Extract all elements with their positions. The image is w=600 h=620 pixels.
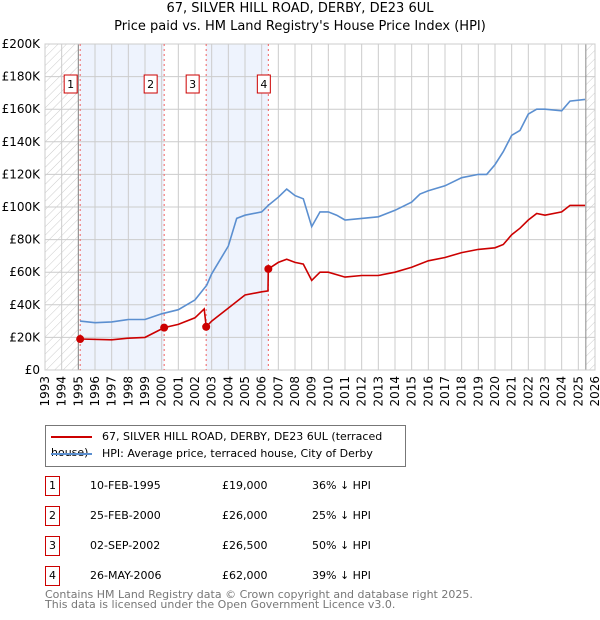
y-tick-label: £180K (2, 70, 42, 84)
sale-hpi-diff: 25% ↓ HPI (312, 509, 371, 522)
sale-price: £26,000 (222, 509, 268, 522)
x-tick-label: 2000 (155, 376, 169, 407)
sale-hpi-diff: 36% ↓ HPI (312, 479, 371, 492)
sale-point (76, 335, 85, 344)
x-tick-label: 2023 (538, 376, 552, 407)
sale-date: 10-FEB-1995 (90, 479, 161, 492)
x-tick-label: 2003 (205, 376, 219, 407)
hpi-line (79, 98, 586, 324)
sale-label: 4 (260, 78, 267, 91)
blue-line-swatch (51, 453, 92, 455)
legend-item-property: 67, SILVER HILL ROAD, DERBY, DE23 6UL (t… (51, 429, 405, 459)
sale-date: 02-SEP-2002 (90, 539, 161, 552)
sale-row: 2 25-FEB-2000 £26,000 25% ↓ HPI (45, 506, 465, 526)
x-tick-label: 2010 (321, 376, 335, 407)
legend: 67, SILVER HILL ROAD, DERBY, DE23 6UL (t… (45, 425, 406, 467)
x-tick-label: 2025 (571, 376, 585, 407)
title-line: 67, SILVER HILL ROAD, DERBY, DE23 6UL (166, 1, 434, 16)
x-tick-label: 2008 (288, 376, 302, 407)
legend-label: HPI: Average price, terraced house, City… (102, 447, 373, 460)
x-tick-label: 2019 (471, 376, 485, 407)
x-tick-label: 2014 (388, 376, 402, 407)
x-tick-label: 2026 (588, 376, 600, 407)
x-tick-label: 2022 (521, 376, 535, 407)
x-tick-label: 1996 (88, 376, 102, 407)
sale-label-box (185, 74, 200, 94)
sale-hpi-diff: 39% ↓ HPI (312, 569, 371, 582)
red-line-swatch (51, 436, 92, 438)
sale-label-box (256, 74, 271, 94)
y-tick-label: £200K (2, 37, 42, 51)
x-tick-label: 2006 (255, 376, 269, 407)
x-tick-label: 2004 (221, 376, 235, 407)
x-tick-label: 1997 (105, 376, 119, 407)
x-tick-label: 1993 (38, 376, 52, 407)
x-tick-label: 2011 (338, 376, 352, 407)
y-tick-label: £100K (2, 200, 42, 214)
sale-price: £62,000 (222, 569, 268, 582)
y-tick-label: £80K (9, 233, 41, 247)
y-tick-label: £120K (2, 167, 42, 181)
x-tick-label: 2007 (271, 376, 285, 407)
sale-number-badge: 1 (45, 476, 60, 496)
sale-date: 25-FEB-2000 (90, 509, 161, 522)
x-tick-label: 2016 (421, 376, 435, 407)
subtitle-line: Price paid vs. HM Land Registry's House … (114, 19, 486, 34)
legend-label: 67, SILVER HILL ROAD, DERBY, DE23 6UL (t… (51, 430, 383, 459)
x-tick-label: 2009 (305, 376, 319, 407)
legend-item-hpi: HPI: Average price, terraced house, City… (51, 446, 373, 462)
sale-label: 3 (189, 78, 196, 91)
x-tick-label: 1995 (71, 376, 85, 407)
y-tick-label: £40K (9, 298, 41, 312)
sale-number-badge: 2 (45, 506, 60, 526)
sale-point (264, 264, 273, 273)
y-tick-label: £160K (2, 102, 42, 116)
x-tick-label: 2020 (488, 376, 502, 407)
y-tick-label: £0 (25, 363, 40, 377)
sale-point (160, 323, 169, 332)
x-tick-label: 2005 (238, 376, 252, 407)
sale-hpi-diff: 50% ↓ HPI (312, 539, 371, 552)
sale-price: £19,000 (222, 479, 268, 492)
sale-label-box (63, 74, 78, 94)
x-tick-label: 1998 (121, 376, 135, 407)
y-tick-label: £140K (2, 135, 42, 149)
chart-title: 67, SILVER HILL ROAD, DERBY, DE23 6UL Pr… (0, 0, 600, 36)
x-tick-label: 2024 (555, 376, 569, 407)
footer-line: This data is licensed under the Open Gov… (45, 598, 396, 611)
sale-point (202, 322, 211, 331)
sale-label: 2 (147, 78, 154, 91)
sale-label-box (143, 74, 158, 94)
x-tick-label: 1994 (55, 376, 69, 407)
footer: Contains HM Land Registry data © Crown c… (45, 588, 473, 611)
x-tick-label: 2021 (505, 376, 519, 407)
property-price-line (79, 204, 585, 341)
plot-border (44, 43, 596, 371)
x-tick-label: 2017 (438, 376, 452, 407)
sale-price: £26,500 (222, 539, 268, 552)
y-tick-label: £60K (9, 265, 41, 279)
sale-row: 1 10-FEB-1995 £19,000 36% ↓ HPI (45, 476, 465, 496)
x-tick-label: 2012 (355, 376, 369, 407)
x-tick-label: 2002 (188, 376, 202, 407)
sale-label: 1 (67, 78, 74, 91)
sale-row: 3 02-SEP-2002 £26,500 50% ↓ HPI (45, 536, 465, 556)
price-chart: £0 £20K £40K £60K £80K £100K £120K £140K £160K £1… (2, 37, 600, 407)
sale-number-badge: 4 (45, 566, 60, 586)
sale-row: 4 26-MAY-2006 £62,000 39% ↓ HPI (45, 566, 465, 586)
footer-line: Contains HM Land Registry data © Crown c… (45, 588, 473, 601)
sale-date: 26-MAY-2006 (90, 569, 162, 582)
x-tick-label: 1999 (138, 376, 152, 407)
x-tick-label: 2013 (371, 376, 385, 407)
x-tick-label: 2001 (171, 376, 185, 407)
x-tick-label: 2018 (455, 376, 469, 407)
sale-number-badge: 3 (45, 536, 60, 556)
x-tick-label: 2015 (405, 376, 419, 407)
y-tick-label: £20K (9, 330, 41, 344)
